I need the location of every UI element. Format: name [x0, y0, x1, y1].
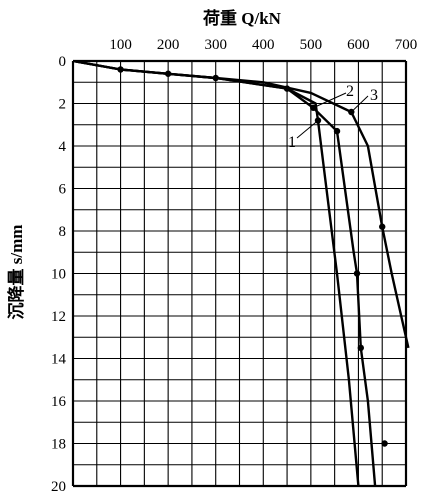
- curve-label: 3: [370, 87, 378, 104]
- x-tick-label: 400: [252, 37, 275, 53]
- curve-label: 1: [288, 134, 296, 151]
- y-tick-label: 14: [51, 352, 67, 368]
- x-axis-title: 荷重 Q/kN: [203, 8, 282, 28]
- curve-labels: 1 2 3: [288, 83, 378, 151]
- data-point: [357, 344, 365, 352]
- y-tick-label: 6: [59, 182, 67, 198]
- y-tick-label: 20: [51, 479, 66, 495]
- y-tick-label: 10: [51, 267, 66, 283]
- x-tick-label: 600: [347, 37, 370, 53]
- series-lines: [72, 60, 410, 487]
- data-point: [283, 85, 291, 92]
- curve-label-leader: [296, 120, 319, 139]
- curve-label-leader: [313, 92, 347, 109]
- y-tick-labels: 0 2 4 6 8 10 12 14 16 18 20: [51, 54, 67, 495]
- data-point: [164, 70, 172, 77]
- y-axis-title: 沉降量 s/mm: [6, 225, 26, 320]
- curve-label-leader: [350, 95, 369, 113]
- x-tick-label: 200: [157, 37, 180, 53]
- data-point: [212, 74, 219, 82]
- data-point: [379, 223, 386, 230]
- y-tick-label: 4: [59, 139, 67, 155]
- y-tick-label: 16: [51, 394, 67, 410]
- series-line-3: [72, 60, 410, 349]
- y-tick-label: 8: [59, 224, 67, 240]
- data-point: [117, 66, 124, 73]
- data-markers: [117, 66, 388, 447]
- y-tick-label: 18: [51, 437, 66, 453]
- y-tick-label: 12: [51, 309, 66, 325]
- x-tick-label: 100: [109, 37, 132, 53]
- curve-label: 2: [346, 83, 354, 100]
- x-tick-label: 700: [395, 37, 418, 53]
- y-tick-label: 2: [59, 97, 67, 113]
- x-tick-label: 300: [204, 37, 227, 53]
- x-tick-labels: 100 200 300 400 500 600 700: [109, 37, 417, 53]
- y-tick-label: 0: [59, 54, 67, 70]
- data-point: [333, 127, 341, 135]
- data-point: [353, 270, 361, 277]
- x-tick-label: 500: [300, 37, 323, 53]
- data-point: [381, 440, 388, 447]
